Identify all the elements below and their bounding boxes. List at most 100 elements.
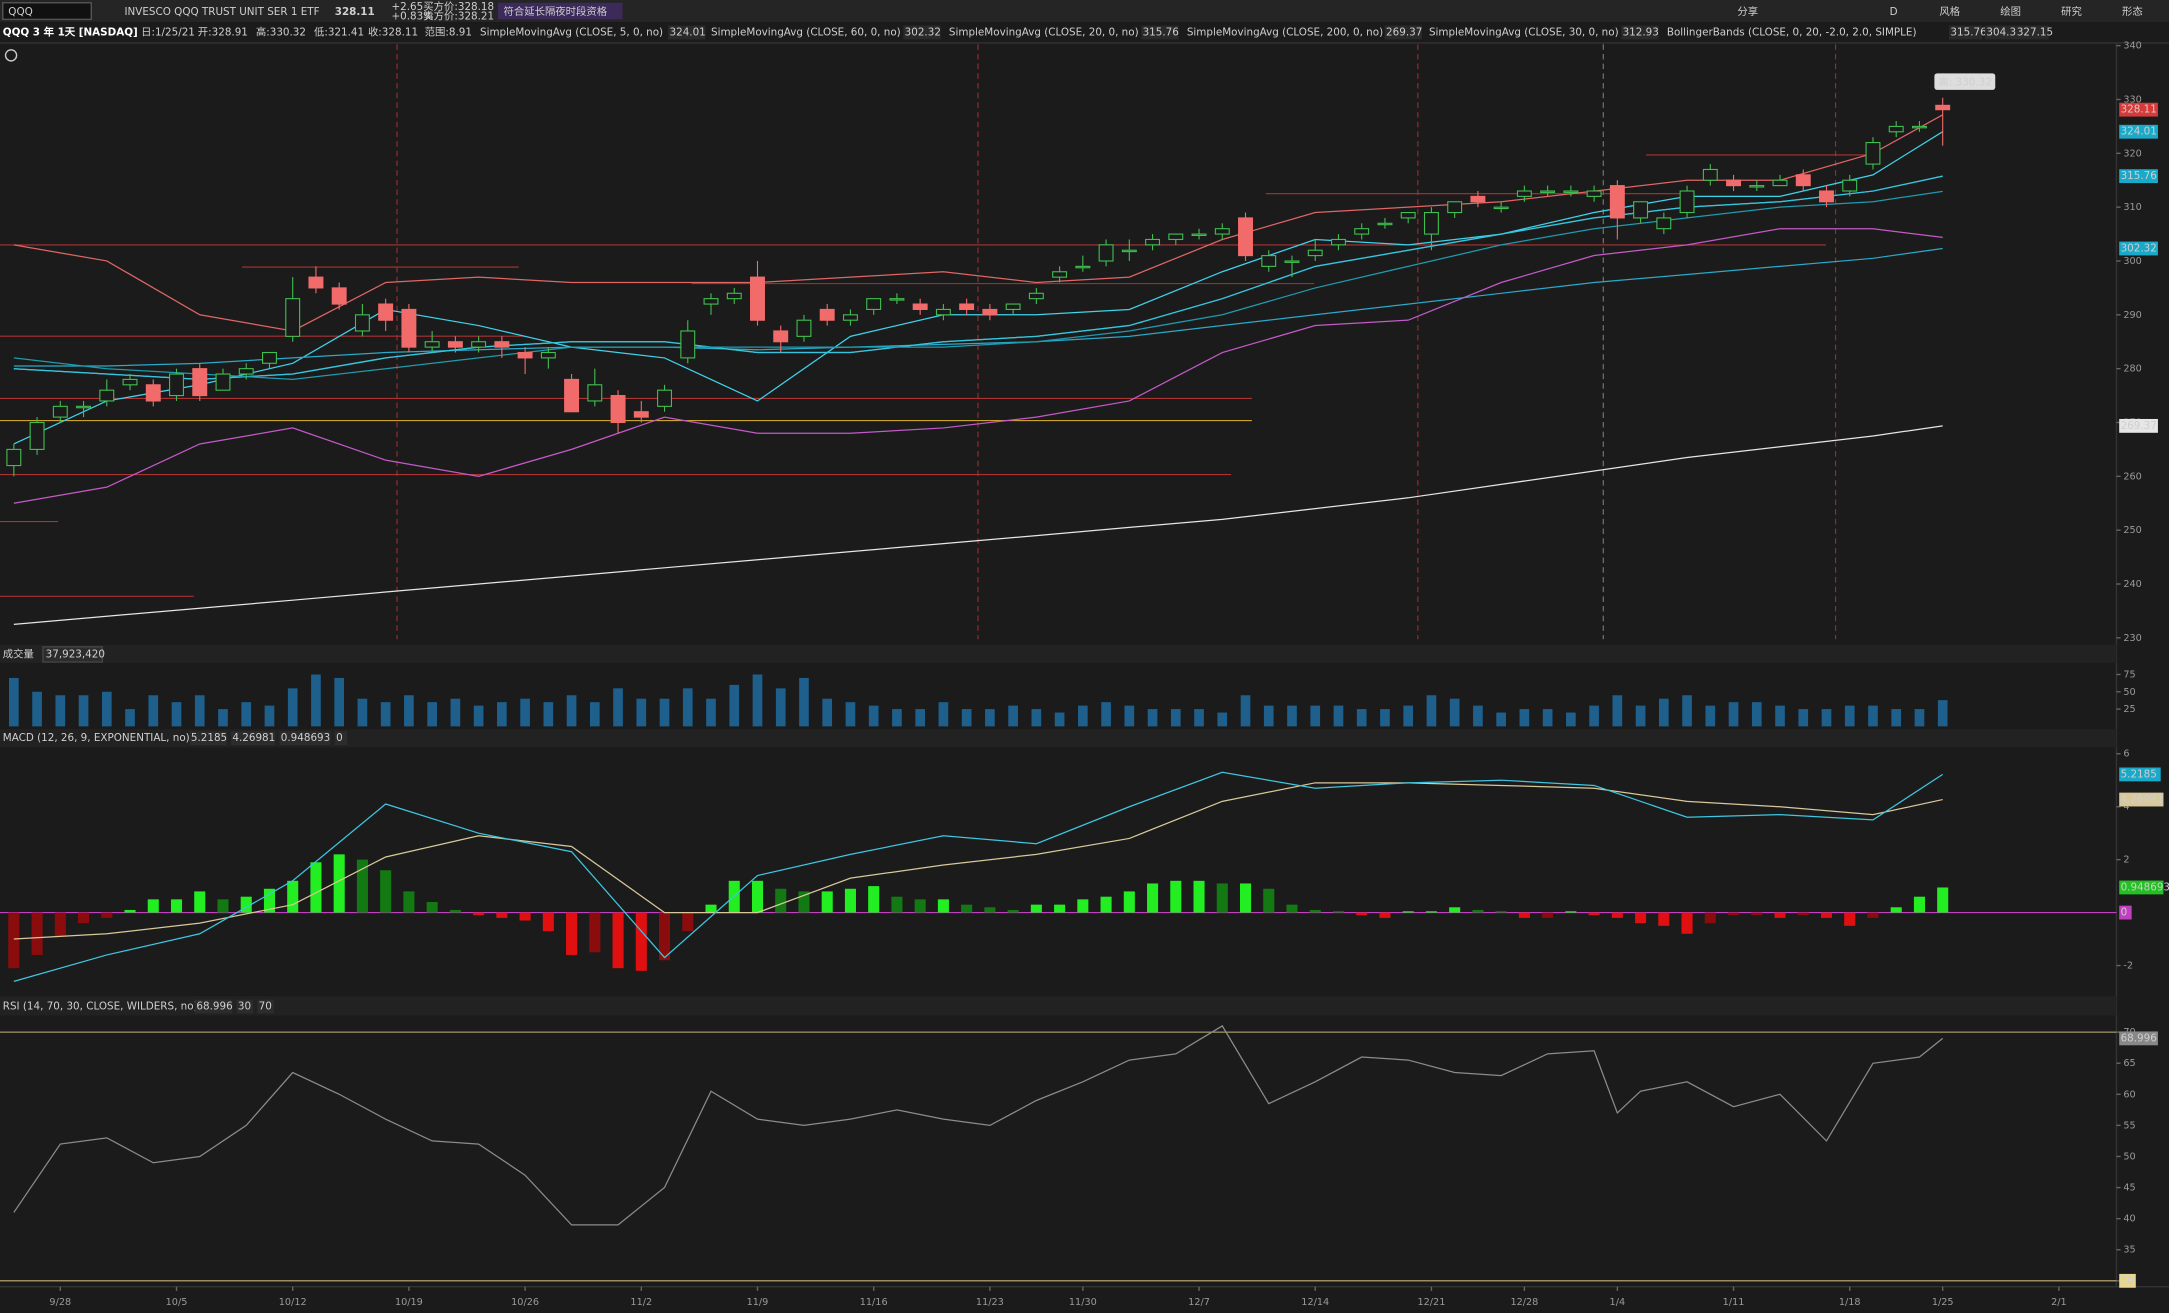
macd-histogram-bar [542, 912, 554, 932]
candle-body [1679, 190, 1695, 214]
y-tick-label: 65 [2123, 1058, 2135, 1069]
x-tick-label: 10/12 [279, 1297, 307, 1308]
volume-bar [706, 698, 716, 727]
candle-body [1121, 249, 1137, 253]
y-tick-label: 35 [2123, 1245, 2135, 1256]
candle-body [1795, 174, 1811, 187]
volume-bar [1612, 695, 1623, 727]
toolbar-button[interactable]: 分享 [1737, 5, 1758, 18]
volume-bar [729, 684, 740, 727]
macd-histogram-bar [1170, 880, 1182, 913]
volume-bar [55, 695, 66, 727]
y-tick-label: 310 [2123, 202, 2141, 213]
study-value-bg [903, 25, 941, 40]
toolbar-button[interactable]: 绘图 [2000, 5, 2021, 18]
ohlc-field: 日:1/25/21 [141, 27, 195, 39]
macd-histogram-bar [1007, 909, 1019, 913]
volume-bar [1868, 705, 1878, 727]
toolbar-button[interactable]: 形态 [2122, 5, 2143, 18]
macd-histogram-bar [1123, 891, 1135, 913]
macd-histogram-bar [984, 907, 996, 913]
volume-bar [1519, 709, 1530, 727]
y-tick-label: 6 [2123, 749, 2129, 760]
volume-bar [915, 709, 926, 727]
volume-bar [1635, 705, 1646, 727]
candle-body [76, 405, 92, 409]
candle-body [517, 351, 533, 359]
toolbar-button[interactable]: D [1890, 6, 1898, 18]
study-marker-bg [2119, 169, 2158, 184]
candle-body [1214, 228, 1230, 235]
rsi-value-bg [195, 999, 233, 1014]
moving-average [13, 425, 1943, 626]
rsi-overbought-bg [257, 999, 274, 1014]
x-tick-label: 11/16 [860, 1297, 888, 1308]
x-tick-label: 12/28 [1510, 1297, 1538, 1308]
toolbar-button[interactable]: 风格 [1939, 5, 1960, 18]
rsi-marker-bg [2119, 1031, 2158, 1046]
macd-avg-bg [231, 731, 276, 746]
candle-body [935, 308, 951, 316]
macd-histogram-bar [1844, 912, 1856, 926]
macd-marker-bg [2119, 880, 2164, 895]
study-value-bg [668, 25, 706, 40]
volume-bar [1356, 709, 1367, 727]
macd-histogram-bar [1774, 912, 1786, 918]
volume-bar [1217, 712, 1228, 727]
study-label: SimpleMovingAvg (CLOSE, 20, 0, no) [949, 27, 1139, 39]
volume-bar [101, 691, 112, 727]
candle-body [773, 330, 789, 343]
candle-body [1749, 185, 1765, 188]
toolbar-button[interactable]: 研究 [2061, 5, 2082, 18]
volume-bar [799, 677, 809, 727]
candle-body [145, 384, 161, 402]
study-value: 312.93 [1623, 27, 1659, 39]
volume-bar [78, 695, 89, 727]
x-tick-label: 2/1 [2051, 1297, 2067, 1308]
volume-total-bg [42, 646, 104, 663]
volume-bar [194, 695, 205, 727]
candle-body [6, 448, 22, 467]
volume-bar [1798, 709, 1809, 727]
rsi-oversold: 30 [238, 1001, 251, 1013]
info-icon[interactable] [4, 49, 18, 62]
candle-body [1935, 104, 1951, 111]
study-value: 304.38 [1986, 27, 2022, 39]
y-tick-label: 240 [2123, 579, 2141, 590]
candle-body [1540, 190, 1556, 193]
symbol-input[interactable] [2, 2, 92, 21]
volume-bar [1403, 705, 1414, 727]
volume-bar [1124, 705, 1135, 727]
candle-body [1028, 292, 1044, 300]
study-label: SimpleMovingAvg (CLOSE, 30, 0, no) [1429, 27, 1619, 39]
volume-bar [287, 688, 298, 727]
study-value-bg [1141, 25, 1179, 40]
study-value-bg [1621, 25, 1659, 40]
volume-bar [1496, 712, 1506, 727]
y-tick-label: 75 [2123, 669, 2135, 680]
macd-diff-bg [279, 731, 331, 746]
candle-body [285, 298, 301, 337]
study-marker: 302.32 [2121, 243, 2157, 255]
macd-histogram-bar [821, 891, 833, 913]
candle-body [726, 292, 742, 300]
macd-marker-bg [2119, 767, 2161, 782]
volume-total: 37,923,420 [46, 648, 105, 660]
macd-histogram-bar [1913, 896, 1925, 913]
y-tick-label: 320 [2123, 148, 2141, 159]
candle-body [29, 421, 45, 450]
study-marker: 315.76 [2121, 170, 2157, 182]
candle-body [401, 308, 417, 348]
macd-histogram-bar [287, 880, 299, 913]
macd-histogram-bar [403, 891, 415, 913]
volume-bar [1566, 712, 1576, 727]
study-value-bg [1985, 25, 2019, 40]
x-tick-label: 11/30 [1069, 1297, 1097, 1308]
volume-bar [1287, 705, 1297, 727]
study-value: 315.76 [1143, 27, 1179, 39]
candle-body [1772, 179, 1788, 187]
y-tick-label: 280 [2123, 364, 2141, 375]
macd-marker: 4.26981 [2121, 794, 2164, 806]
study-label: SimpleMovingAvg (CLOSE, 60, 0, no) [711, 27, 901, 39]
macd-histogram-bar [961, 904, 973, 913]
